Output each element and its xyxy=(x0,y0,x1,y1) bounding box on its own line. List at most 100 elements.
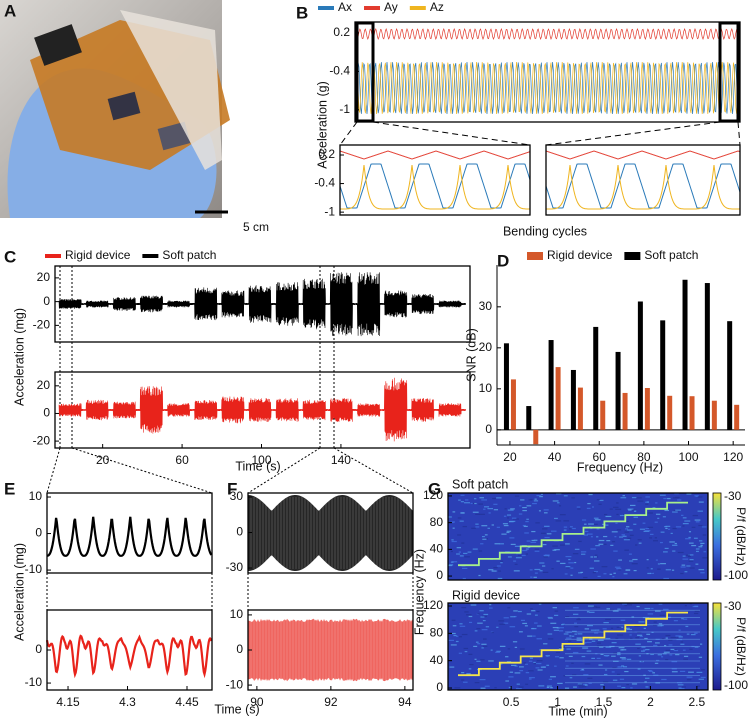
colorbar-tick-label: -100 xyxy=(724,678,748,692)
spectrogram xyxy=(645,648,650,651)
spectrogram xyxy=(522,549,528,552)
spectrogram xyxy=(694,495,699,497)
spectrogram xyxy=(535,522,540,524)
spectrogram xyxy=(616,626,622,628)
spectrogram xyxy=(617,608,621,610)
spectrogram xyxy=(449,666,455,668)
spectrogram xyxy=(647,572,652,575)
spectrogram xyxy=(581,553,586,555)
spectrogram xyxy=(599,646,604,648)
spectrogram xyxy=(577,617,580,619)
spectrogram xyxy=(663,577,669,580)
y-tick-label: 80 xyxy=(430,626,444,640)
spectrogram xyxy=(622,535,627,537)
spectrogram xyxy=(615,522,618,524)
zoom-connectors xyxy=(46,266,414,610)
spectrogram xyxy=(590,548,596,550)
spectrogram xyxy=(615,637,619,639)
x-tick-label: 0.5 xyxy=(503,695,520,709)
spectrogram xyxy=(519,648,525,650)
spectrogram xyxy=(657,654,663,656)
spectrogram xyxy=(644,637,648,640)
spectrogram xyxy=(460,494,465,496)
y-tick-label: 40 xyxy=(430,542,444,556)
legend-label: Soft patch xyxy=(644,248,698,262)
spectrogram xyxy=(588,682,592,684)
spectrogram xyxy=(543,509,549,511)
spectrogram xyxy=(501,533,507,535)
spectrogram xyxy=(694,519,701,521)
y-tick-label: 20 xyxy=(37,270,51,284)
spectrogram xyxy=(450,561,454,563)
spectrogram xyxy=(642,522,646,524)
waveform xyxy=(546,164,740,210)
y-axis-label: Frequency (Hz) xyxy=(412,549,426,635)
spectrogram xyxy=(594,519,601,521)
spectrogram xyxy=(546,533,552,535)
spectrogram xyxy=(622,603,628,605)
spectrogram xyxy=(565,555,572,558)
x-tick-label: 94 xyxy=(398,695,412,709)
spectrogram xyxy=(659,541,663,544)
spectrogram xyxy=(606,540,611,542)
spectrogram xyxy=(500,560,504,562)
spectrogram xyxy=(635,637,640,639)
x-tick-label: 120 xyxy=(723,450,743,464)
spectrogram xyxy=(687,555,691,558)
spectrogram xyxy=(605,515,612,518)
spectrogram xyxy=(647,669,652,672)
spectrogram xyxy=(617,685,622,687)
spectrogram xyxy=(594,560,600,562)
spectrogram xyxy=(459,625,466,627)
spectrogram xyxy=(515,687,522,690)
plot-frame xyxy=(545,144,741,216)
bar xyxy=(570,369,576,430)
spectrogram xyxy=(583,534,588,536)
spectrogram xyxy=(624,531,629,533)
spectrogram xyxy=(623,573,628,575)
spectrogram xyxy=(505,656,509,658)
spectrogram xyxy=(593,556,597,558)
spectrogram xyxy=(529,677,535,679)
spectrogram xyxy=(681,514,684,516)
spectrogram xyxy=(697,685,700,687)
spectrogram xyxy=(525,663,528,665)
spectrogram xyxy=(645,686,649,688)
spectrogram xyxy=(665,637,668,639)
spectrogram xyxy=(680,643,685,645)
spectrogram xyxy=(488,569,494,571)
spectrogram xyxy=(470,502,473,505)
spectrogram xyxy=(665,658,669,661)
spectrogram xyxy=(627,658,632,660)
spectrogram xyxy=(668,639,673,641)
spectrogram xyxy=(577,683,583,685)
spectrogram xyxy=(474,682,480,684)
x-tick-label: 90 xyxy=(250,695,264,709)
spectrogram xyxy=(451,539,454,541)
spectrogram xyxy=(514,545,521,547)
spectrogram xyxy=(685,554,691,556)
spectrogram xyxy=(631,563,638,565)
spectrogram xyxy=(569,528,573,530)
spectrogram xyxy=(598,543,604,545)
spectrogram xyxy=(646,501,650,503)
spectrogram xyxy=(650,568,653,570)
spectrogram xyxy=(483,506,490,508)
spectrogram xyxy=(576,618,581,621)
spectrogram xyxy=(653,540,658,542)
spectrogram xyxy=(621,658,627,660)
panel-label: F xyxy=(227,479,237,498)
spectrogram xyxy=(689,603,693,605)
waveform xyxy=(354,61,741,115)
spectrogram xyxy=(703,551,707,553)
spectrogram xyxy=(680,572,684,575)
spectrogram xyxy=(525,520,529,523)
y-tick-label: 0 xyxy=(236,525,243,539)
spectrogram xyxy=(507,648,511,650)
y-tick-label: 0 xyxy=(35,526,42,540)
spectrogram xyxy=(569,635,572,637)
spectrogram xyxy=(479,497,484,499)
zoom-connectors xyxy=(339,121,741,146)
spectrogram xyxy=(584,523,587,525)
spectrogram xyxy=(638,542,642,544)
